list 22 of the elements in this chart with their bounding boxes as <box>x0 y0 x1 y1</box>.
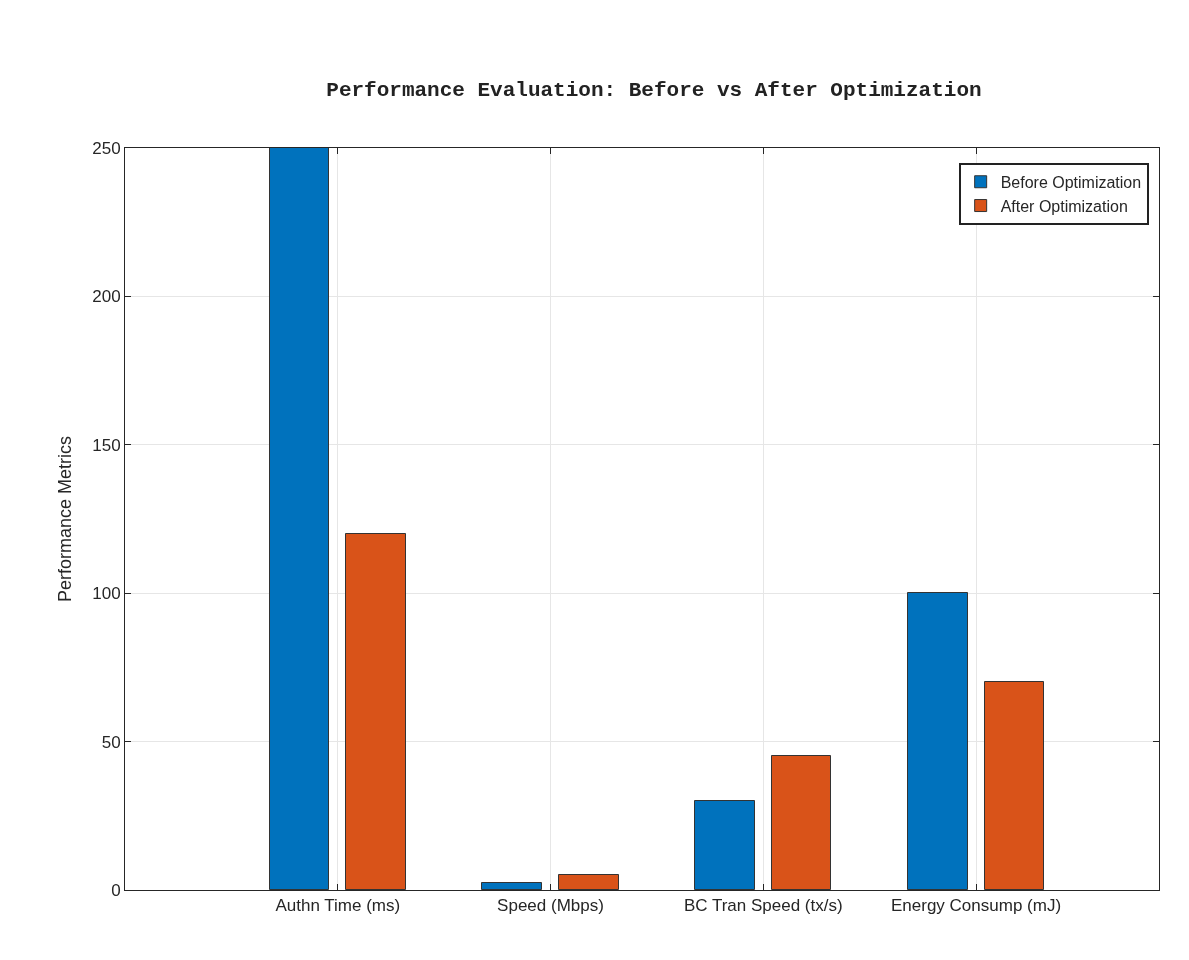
bar <box>345 533 406 890</box>
bar <box>558 874 619 890</box>
x-tick-label: Energy Consump (mJ) <box>891 896 1062 916</box>
x-tick-label: BC Tran Speed (tx/s) <box>683 896 843 916</box>
bar <box>907 592 968 890</box>
y-tick-label: 0 <box>111 880 121 900</box>
y-tick-label: 150 <box>92 435 121 455</box>
y-tick-label: 100 <box>92 584 121 604</box>
bar <box>481 882 542 890</box>
x-tick-label: Authn Time (ms) <box>275 896 401 916</box>
x-tick-label: Speed (Mbps) <box>497 896 604 916</box>
bar <box>694 800 755 890</box>
y-tick-label: 50 <box>101 732 121 752</box>
y-tick-label: 200 <box>92 287 121 307</box>
y-axis-title: Performance Metrics <box>55 435 76 603</box>
legend-label: Before Optimization <box>1000 173 1142 191</box>
chart-title: Performance Evaluation: Before vs After Optimization <box>326 79 982 103</box>
bar <box>984 681 1044 890</box>
legend-label: After Optimization <box>1000 197 1128 215</box>
bar <box>269 148 329 890</box>
bar <box>771 755 831 890</box>
y-tick-label: 250 <box>92 138 121 158</box>
